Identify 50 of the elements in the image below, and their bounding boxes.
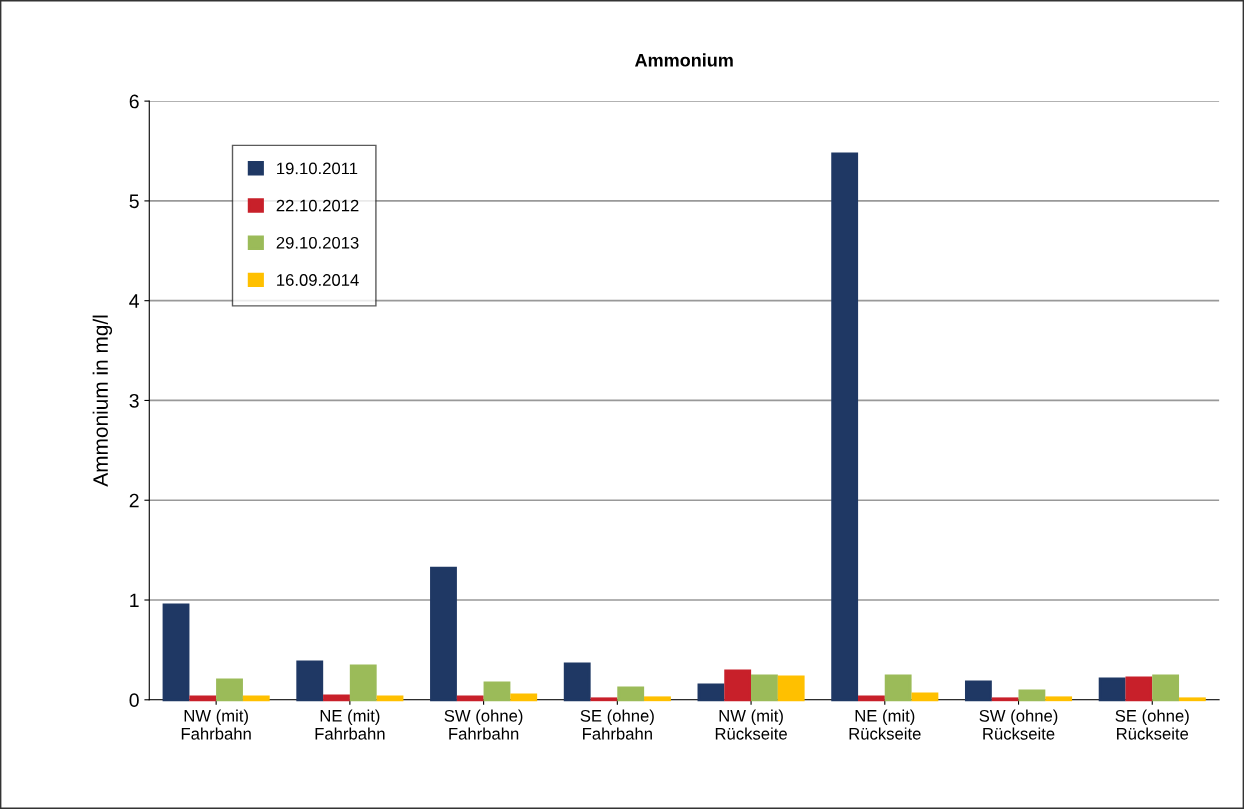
bar: [189, 695, 217, 702]
bar: [1152, 674, 1180, 702]
chart-title: Ammonium: [635, 53, 733, 67]
legend-label: 19.10.2011: [277, 162, 358, 175]
x-tick-label: SE (ohne) Rückseite: [1115, 709, 1189, 740]
bar: [162, 603, 190, 702]
bar: [697, 683, 725, 702]
y-tick-label: 5: [129, 194, 139, 209]
bar: [751, 674, 778, 702]
bar: [777, 675, 805, 702]
bar: [483, 681, 511, 702]
y-tick-label: 6: [129, 94, 139, 109]
bar: [644, 696, 671, 702]
bar: [964, 680, 992, 702]
bar: [858, 695, 885, 702]
bar: [242, 695, 270, 702]
bar: [1125, 676, 1153, 702]
bar: [510, 693, 538, 702]
legend-label: 29.10.2013: [276, 236, 359, 249]
legend-label: 16.09.2014: [277, 274, 359, 286]
x-tick-label: NW (mit) Rückseite: [715, 709, 787, 740]
x-tick-label: SW (ohne) Fahrbahn: [444, 709, 523, 740]
x-tick-label: NE (mit) Fahrbahn: [315, 709, 385, 740]
bar: [430, 566, 457, 702]
bar: [884, 674, 912, 702]
bar: [911, 692, 939, 702]
y-tick-label: 3: [129, 393, 139, 408]
bar: [563, 662, 591, 702]
bar: [216, 678, 243, 702]
x-tick-label: NW (mit) Fahrbahn: [181, 709, 251, 740]
bar: [617, 686, 645, 702]
bar: [376, 695, 404, 702]
x-tick-label: SE (ohne) Fahrbahn: [580, 709, 654, 740]
y-tick-label: 0: [129, 693, 139, 708]
bar: [323, 694, 350, 702]
y-tick-label: 4: [129, 294, 139, 308]
bar: [724, 669, 752, 702]
x-tick-label: SW (ohne) Rückseite: [979, 709, 1058, 740]
bar: [296, 660, 324, 702]
bar: [456, 695, 484, 702]
bar: [1018, 689, 1046, 702]
y-axis-title: Ammonium in mg/l: [92, 315, 113, 487]
bar: [831, 152, 859, 702]
bar: [349, 664, 377, 702]
y-tick-label: 1: [130, 593, 139, 608]
bar: [1098, 677, 1126, 702]
bar: [1045, 696, 1073, 702]
legend-label: 22.10.2012: [276, 199, 359, 212]
y-tick-label: 2: [129, 493, 139, 508]
x-tick-label: NE (mit) Rückseite: [849, 709, 921, 740]
